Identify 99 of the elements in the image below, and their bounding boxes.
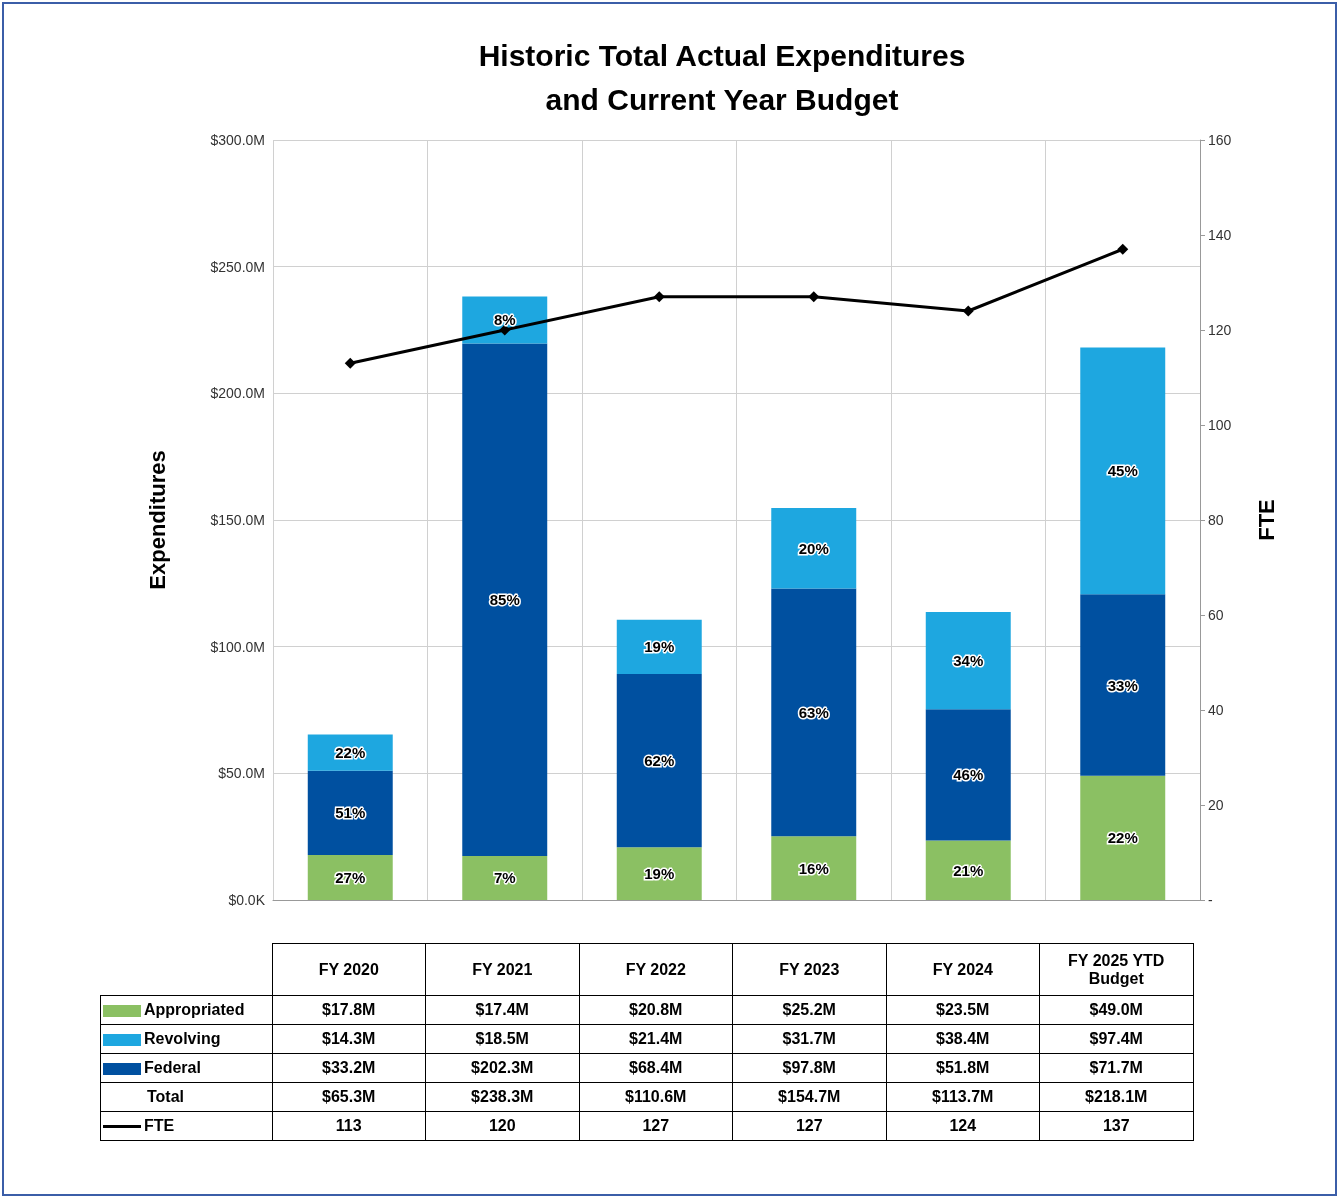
annotation: 45% bbox=[1107, 462, 1138, 480]
text: $65.3M bbox=[272, 1082, 426, 1112]
bar bbox=[1080, 347, 1166, 595]
bar bbox=[925, 840, 1011, 900]
text: $113.7M bbox=[886, 1082, 1040, 1112]
bar bbox=[771, 836, 857, 900]
annotation: 8% bbox=[493, 311, 516, 329]
annotation: 85% bbox=[489, 591, 520, 609]
y2-tick-label: 100 bbox=[1208, 417, 1232, 433]
bar bbox=[616, 674, 702, 848]
y2-tick-label: 120 bbox=[1208, 322, 1232, 338]
data-label: $20.8M bbox=[579, 995, 733, 1025]
data-label: $68.4M bbox=[579, 1053, 733, 1083]
data-label: 124 bbox=[886, 1111, 1040, 1141]
data-label: $97.4M bbox=[1039, 1024, 1193, 1054]
annotation: 16% bbox=[798, 859, 829, 877]
data-label: $18.5M bbox=[425, 1024, 579, 1054]
chart-title: Historic Total Actual Expenditures and Current Year Budget bbox=[478, 38, 966, 116]
data-label: $49.0M bbox=[1039, 995, 1193, 1025]
x-tick-label: FY 2020 bbox=[272, 943, 426, 996]
legend-label: Federal bbox=[100, 1053, 272, 1083]
point bbox=[344, 357, 356, 369]
data-label: 137 bbox=[1039, 1111, 1193, 1141]
bar bbox=[1080, 775, 1166, 900]
point bbox=[499, 324, 511, 336]
annotation: 20% bbox=[798, 539, 829, 557]
bar bbox=[616, 847, 702, 900]
bar bbox=[771, 508, 857, 589]
data-label: $17.8M bbox=[272, 995, 426, 1025]
data-label: 127 bbox=[732, 1111, 886, 1141]
y-tick-label: $100.0M bbox=[210, 638, 265, 655]
y2-tick-label: 40 bbox=[1208, 702, 1224, 718]
y2-tick-label: 80 bbox=[1208, 512, 1224, 528]
data-label: $71.7M bbox=[1039, 1053, 1193, 1083]
text: $238.3M bbox=[425, 1082, 579, 1112]
annotation: 51% bbox=[335, 804, 366, 822]
text: $218.1M bbox=[1039, 1082, 1193, 1112]
y2-tick-label: 60 bbox=[1208, 607, 1224, 623]
data-label: $38.4M bbox=[886, 1024, 1040, 1054]
bar bbox=[462, 855, 548, 900]
text: Total bbox=[100, 1082, 272, 1112]
annotation: 22% bbox=[1107, 829, 1138, 847]
y-tick-label: $150.0M bbox=[210, 512, 265, 528]
point bbox=[653, 291, 665, 303]
data-label: $23.5M bbox=[886, 995, 1040, 1025]
data-label: $25.2M bbox=[732, 995, 886, 1025]
data-label: $14.3M bbox=[272, 1024, 426, 1054]
data-label: $97.8M bbox=[732, 1053, 886, 1083]
x-tick-label: FY 2023 bbox=[732, 943, 886, 996]
data-label: $17.4M bbox=[425, 995, 579, 1025]
bar bbox=[771, 588, 857, 837]
y2-tick-label: 160 bbox=[1208, 132, 1232, 148]
bar bbox=[1080, 594, 1166, 776]
x-tick-label: FY 2024 bbox=[886, 943, 1040, 996]
data-label: 120 bbox=[425, 1111, 579, 1141]
annotation: 62% bbox=[644, 752, 675, 770]
y2-tick-label: - bbox=[1208, 892, 1213, 908]
x-tick-label: FY 2021 bbox=[425, 943, 579, 996]
annotation: 21% bbox=[953, 861, 984, 879]
annotation: 27% bbox=[335, 868, 366, 886]
text: $110.6M bbox=[579, 1082, 733, 1112]
y-axis-title: Expenditures bbox=[144, 450, 170, 590]
annotation: 19% bbox=[644, 638, 675, 656]
bar bbox=[925, 611, 1011, 710]
data-label: 113 bbox=[272, 1111, 426, 1141]
point bbox=[1117, 243, 1129, 255]
data-label: $51.8M bbox=[886, 1053, 1040, 1083]
annotation: 46% bbox=[953, 766, 984, 784]
y-tick-label: $50.0M bbox=[218, 765, 265, 782]
x-tick-label: FY 2025 YTD Budget bbox=[1039, 943, 1193, 996]
point bbox=[962, 305, 974, 317]
bar bbox=[462, 343, 548, 856]
annotation: 19% bbox=[644, 865, 675, 883]
annotation: 63% bbox=[798, 703, 829, 721]
legend-label: Revolving bbox=[100, 1024, 272, 1054]
annotation: 34% bbox=[953, 652, 984, 670]
y2-tick-label: 140 bbox=[1208, 227, 1232, 243]
y-tick-label: $200.0M bbox=[210, 385, 265, 402]
point bbox=[808, 291, 820, 303]
annotation: 22% bbox=[335, 744, 366, 762]
data-label: $21.4M bbox=[579, 1024, 733, 1054]
y2-tick-label: 20 bbox=[1208, 797, 1224, 813]
data-label: $202.3M bbox=[425, 1053, 579, 1083]
bar bbox=[616, 619, 702, 675]
y-tick-label: $300.0M bbox=[210, 132, 265, 148]
x-tick-label: FY 2022 bbox=[579, 943, 733, 996]
bar bbox=[307, 770, 393, 855]
y-tick-label: $0.0K bbox=[228, 892, 266, 908]
data-label: 127 bbox=[579, 1111, 733, 1141]
annotation: 7% bbox=[493, 869, 516, 887]
annotation: 33% bbox=[1107, 676, 1138, 694]
y-tick-label: $250.0M bbox=[210, 258, 265, 275]
data-label: $31.7M bbox=[732, 1024, 886, 1054]
data-label: $33.2M bbox=[272, 1053, 426, 1083]
legend-label: FTE bbox=[100, 1111, 272, 1141]
text: $154.7M bbox=[732, 1082, 886, 1112]
legend-label: Appropriated bbox=[100, 995, 272, 1025]
bar bbox=[925, 709, 1011, 841]
y2-axis-title: FTE bbox=[1253, 499, 1279, 541]
